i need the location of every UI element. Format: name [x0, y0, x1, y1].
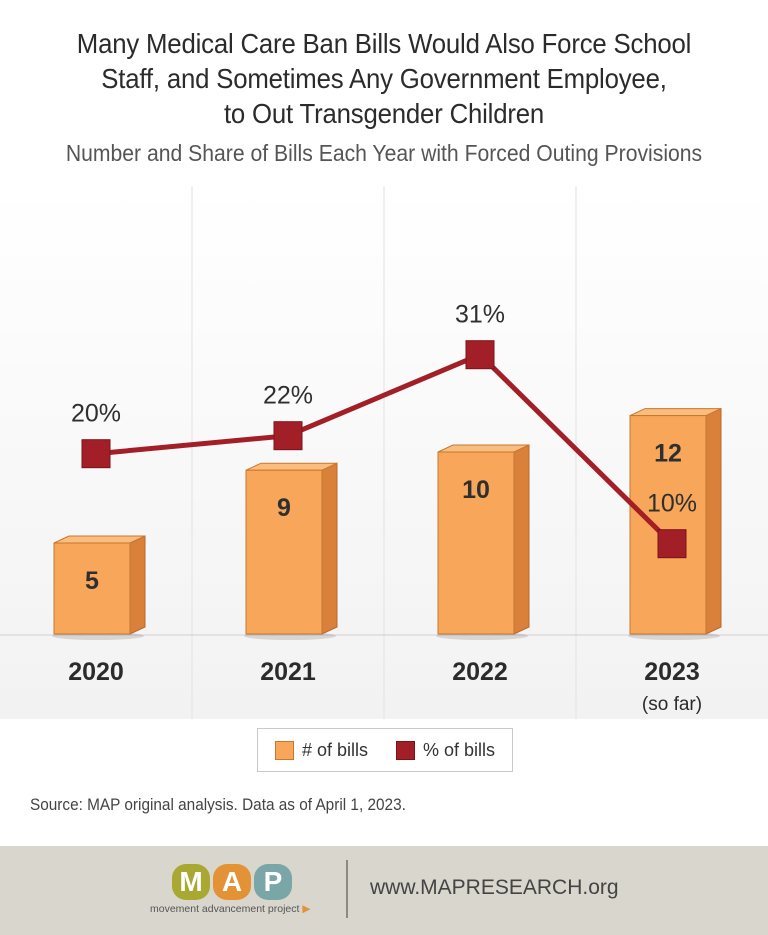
bar-label-2021: 9 — [277, 494, 291, 522]
legend-label-pct: % of bills — [423, 739, 496, 760]
bar-label-2020: 5 — [85, 567, 99, 595]
chart-svg: 5 9 10 12 20% 22% 31% 10% 2020 2021 2022 2023 (so fa… — [0, 186, 768, 719]
map-logo: M A P movement advancement project ▶ — [150, 862, 330, 922]
source-note: Source: MAP original analysis. Data as o… — [30, 796, 406, 814]
logo-letters: M A P — [172, 864, 292, 900]
title-line-2: Staff, and Sometimes Any Government Empl… — [101, 63, 667, 94]
logo-letter-a: A — [213, 864, 251, 900]
bar-2022 — [437, 451, 515, 635]
legend-swatch-pct — [396, 740, 415, 760]
bar-label-2023: 12 — [654, 440, 682, 468]
x-tick-sublabel-2023: (so far) — [642, 694, 702, 715]
pct-label-2022: 31% — [455, 301, 505, 329]
pct-marker-2022 — [465, 340, 495, 370]
play-arrow-icon: ▶ — [302, 903, 311, 915]
legend: # of bills % of bills — [257, 728, 513, 772]
x-tick-label-2023: 2023 — [644, 658, 700, 686]
legend-swatch-bars — [274, 740, 294, 760]
legend-item-bars: # of bills — [274, 739, 368, 761]
title-line-1: Many Medical Care Ban Bills Would Also F… — [76, 28, 692, 59]
bar-side-2020 — [129, 535, 146, 635]
bar-side-2021 — [321, 462, 338, 635]
pct-marker-2021 — [273, 421, 303, 451]
x-tick-label-2021: 2021 — [260, 658, 316, 686]
title-line-3: to Out Transgender Children — [223, 98, 545, 129]
pct-label-2023: 10% — [647, 490, 697, 518]
chart-title: Many Medical Care Ban Bills Would Also F… — [31, 26, 738, 131]
bar-top-2020 — [53, 535, 146, 544]
bar-2021 — [245, 469, 323, 635]
pct-marker-2023 — [657, 529, 687, 559]
legend-item-pct: % of bills — [396, 740, 495, 761]
bar-top-2021 — [245, 462, 338, 471]
footer — [0, 846, 768, 935]
bar-top-2023 — [629, 408, 722, 417]
logo-tagline-text: movement advancement project — [150, 903, 300, 915]
footer-divider — [346, 860, 348, 918]
chart-subtitle: Number and Share of Bills Each Year with… — [65, 140, 703, 166]
bar-side-2022 — [513, 444, 530, 635]
pct-label-2021: 22% — [263, 382, 313, 410]
legend-label-bars: # of bills — [301, 739, 368, 760]
logo-tagline: movement advancement project ▶ — [150, 903, 310, 915]
bar-label-2022: 10 — [462, 476, 490, 504]
bar-side-2023 — [705, 407, 722, 635]
pct-label-2020: 20% — [71, 400, 121, 428]
bar-2020 — [53, 542, 131, 635]
bar-2023 — [629, 415, 707, 635]
logo-letter-m: M — [172, 864, 210, 900]
pct-marker-2020 — [81, 439, 111, 469]
website-url[interactable]: www.MAPRESEARCH.org — [370, 876, 619, 899]
pct-line — [95, 352, 674, 546]
bar-top-2022 — [437, 444, 530, 453]
x-tick-label-2020: 2020 — [68, 658, 124, 686]
logo-letter-p: P — [254, 864, 292, 900]
x-tick-label-2022: 2022 — [452, 658, 508, 686]
